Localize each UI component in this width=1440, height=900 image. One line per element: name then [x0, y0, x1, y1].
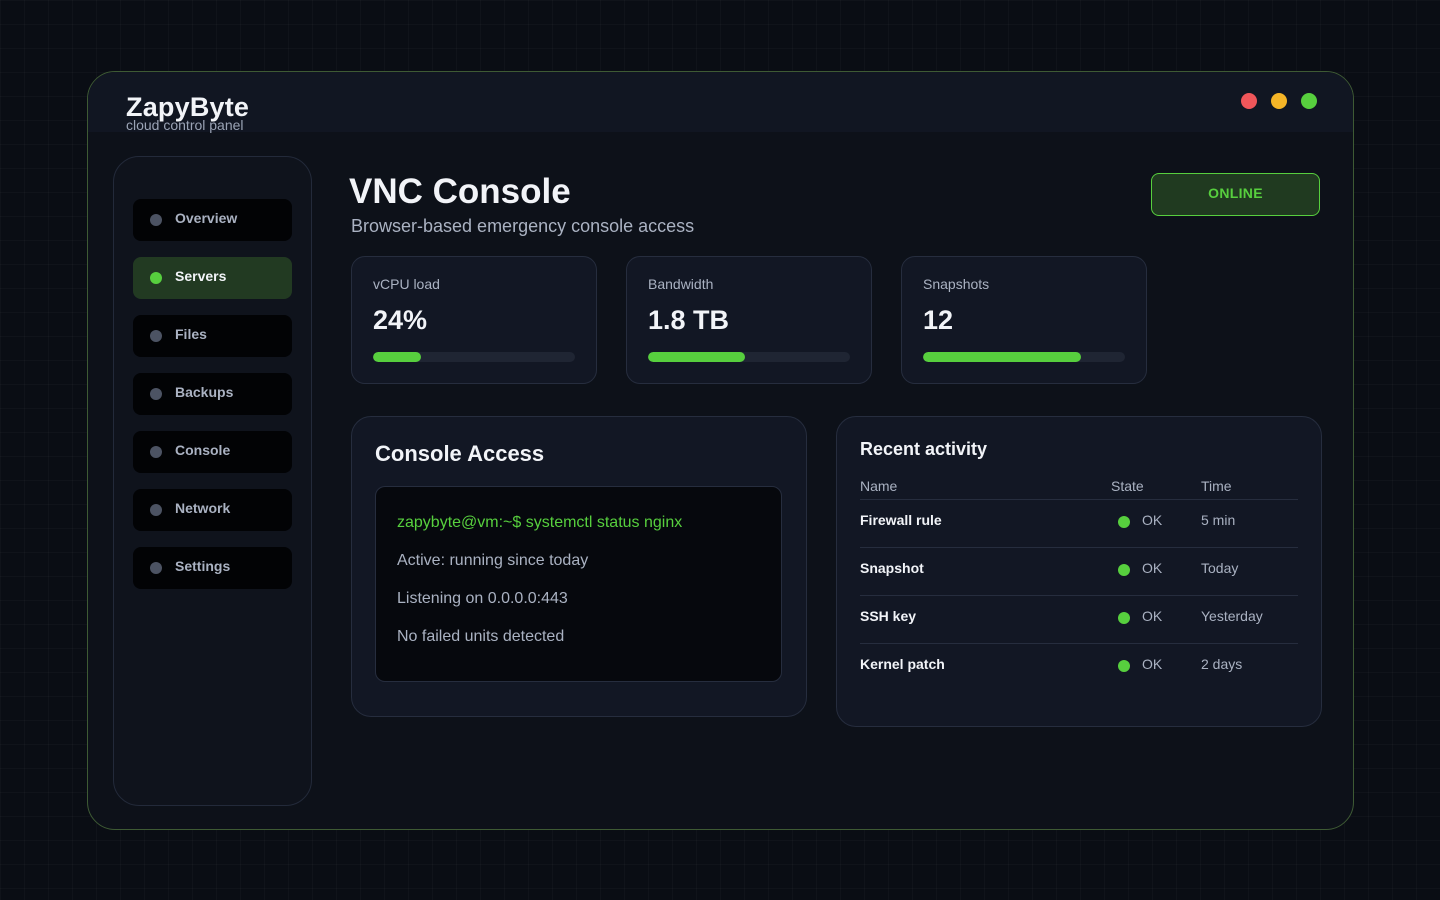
- column-header-name: Name: [860, 478, 898, 494]
- terminal-line: Active: running since today: [397, 552, 589, 569]
- progress-bar: [373, 352, 575, 362]
- nav-dot-icon: [150, 446, 162, 458]
- sidebar-item-label: Network: [175, 500, 231, 516]
- progress-fill: [923, 352, 1081, 362]
- row-state: OK: [1142, 656, 1163, 672]
- stat-card-snapshots: Snapshots 12: [901, 256, 1147, 384]
- minimize-window-button[interactable]: [1271, 93, 1287, 109]
- stat-value: 12: [923, 305, 954, 335]
- stat-label: Bandwidth: [648, 276, 714, 292]
- table-row[interactable]: Snapshot OK Today: [860, 547, 1298, 595]
- sidebar: Overview Servers Files Backups Console N…: [113, 156, 312, 806]
- activity-title: Recent activity: [860, 439, 988, 459]
- page-subtitle: Browser-based emergency console access: [351, 216, 695, 236]
- console-title: Console Access: [375, 441, 545, 466]
- sidebar-item-network[interactable]: Network: [133, 489, 292, 531]
- row-time: 2 days: [1201, 656, 1243, 672]
- progress-bar: [923, 352, 1125, 362]
- terminal-line: No failed units detected: [397, 628, 565, 645]
- row-name: SSH key: [860, 608, 917, 624]
- row-state: OK: [1142, 608, 1163, 624]
- stat-card-bandwidth: Bandwidth 1.8 TB: [626, 256, 872, 384]
- stat-label: Snapshots: [923, 276, 990, 292]
- row-state: OK: [1142, 560, 1163, 576]
- sidebar-item-backups[interactable]: Backups: [133, 373, 292, 415]
- sidebar-item-console[interactable]: Console: [133, 431, 292, 473]
- table-row[interactable]: SSH key OK Yesterday: [860, 595, 1298, 643]
- progress-fill: [648, 352, 745, 362]
- status-badge: ONLINE: [1151, 173, 1320, 216]
- status-ok-icon: [1118, 660, 1130, 672]
- sidebar-item-label: Files: [175, 326, 207, 342]
- column-header-time: Time: [1201, 478, 1232, 494]
- row-state: OK: [1142, 512, 1163, 528]
- progress-bar: [648, 352, 850, 362]
- recent-activity-card: Recent activity Name State Time Firewall…: [836, 416, 1322, 727]
- column-header-state: State: [1111, 478, 1144, 494]
- stat-label: vCPU load: [373, 276, 440, 292]
- sidebar-item-label: Backups: [175, 384, 234, 400]
- close-window-button[interactable]: [1241, 93, 1257, 109]
- maximize-window-button[interactable]: [1301, 93, 1317, 109]
- terminal-line: Listening on 0.0.0.0:443: [397, 590, 568, 607]
- sidebar-item-files[interactable]: Files: [133, 315, 292, 357]
- row-time: 5 min: [1201, 512, 1236, 528]
- stat-value: 24%: [373, 305, 428, 335]
- nav-dot-icon: [150, 562, 162, 574]
- sidebar-item-label: Overview: [175, 210, 238, 226]
- sidebar-item-label: Console: [175, 442, 231, 458]
- row-name: Snapshot: [860, 560, 924, 576]
- nav-dot-icon: [150, 272, 162, 284]
- nav-dot-icon: [150, 330, 162, 342]
- page-title: VNC Console: [349, 172, 571, 211]
- table-row[interactable]: Firewall rule OK 5 min: [860, 499, 1298, 547]
- stat-value: 1.8 TB: [648, 305, 730, 335]
- row-time: Today: [1201, 560, 1239, 576]
- terminal-prompt-line: zapybyte@vm:~$ systemctl status nginx: [397, 514, 683, 531]
- status-ok-icon: [1118, 516, 1130, 528]
- nav-dot-icon: [150, 214, 162, 226]
- title-bar: ZapyByte cloud control panel: [88, 72, 1353, 133]
- progress-fill: [373, 352, 422, 362]
- row-name: Kernel patch: [860, 656, 945, 672]
- console-access-card: Console Access zapybyte@vm:~$ systemctl …: [351, 416, 807, 717]
- status-ok-icon: [1118, 612, 1130, 624]
- terminal-output[interactable]: zapybyte@vm:~$ systemctl status nginx Ac…: [375, 486, 782, 682]
- status-ok-icon: [1118, 564, 1130, 576]
- nav-dot-icon: [150, 504, 162, 516]
- sidebar-item-label: Settings: [175, 558, 231, 574]
- table-row[interactable]: Kernel patch OK 2 days: [860, 643, 1298, 691]
- nav-dot-icon: [150, 388, 162, 400]
- app-window: ZapyByte cloud control panel Overview Se…: [87, 71, 1354, 830]
- sidebar-item-label: Servers: [175, 268, 227, 284]
- sidebar-item-overview[interactable]: Overview: [133, 199, 292, 241]
- row-name: Firewall rule: [860, 512, 942, 528]
- sidebar-item-servers[interactable]: Servers: [133, 257, 292, 299]
- brand-subtitle: cloud control panel: [126, 117, 244, 133]
- row-time: Yesterday: [1201, 608, 1263, 624]
- stat-card-vcpu: vCPU load 24%: [351, 256, 597, 384]
- sidebar-item-settings[interactable]: Settings: [133, 547, 292, 589]
- brand-name: ZapyByte: [126, 92, 250, 122]
